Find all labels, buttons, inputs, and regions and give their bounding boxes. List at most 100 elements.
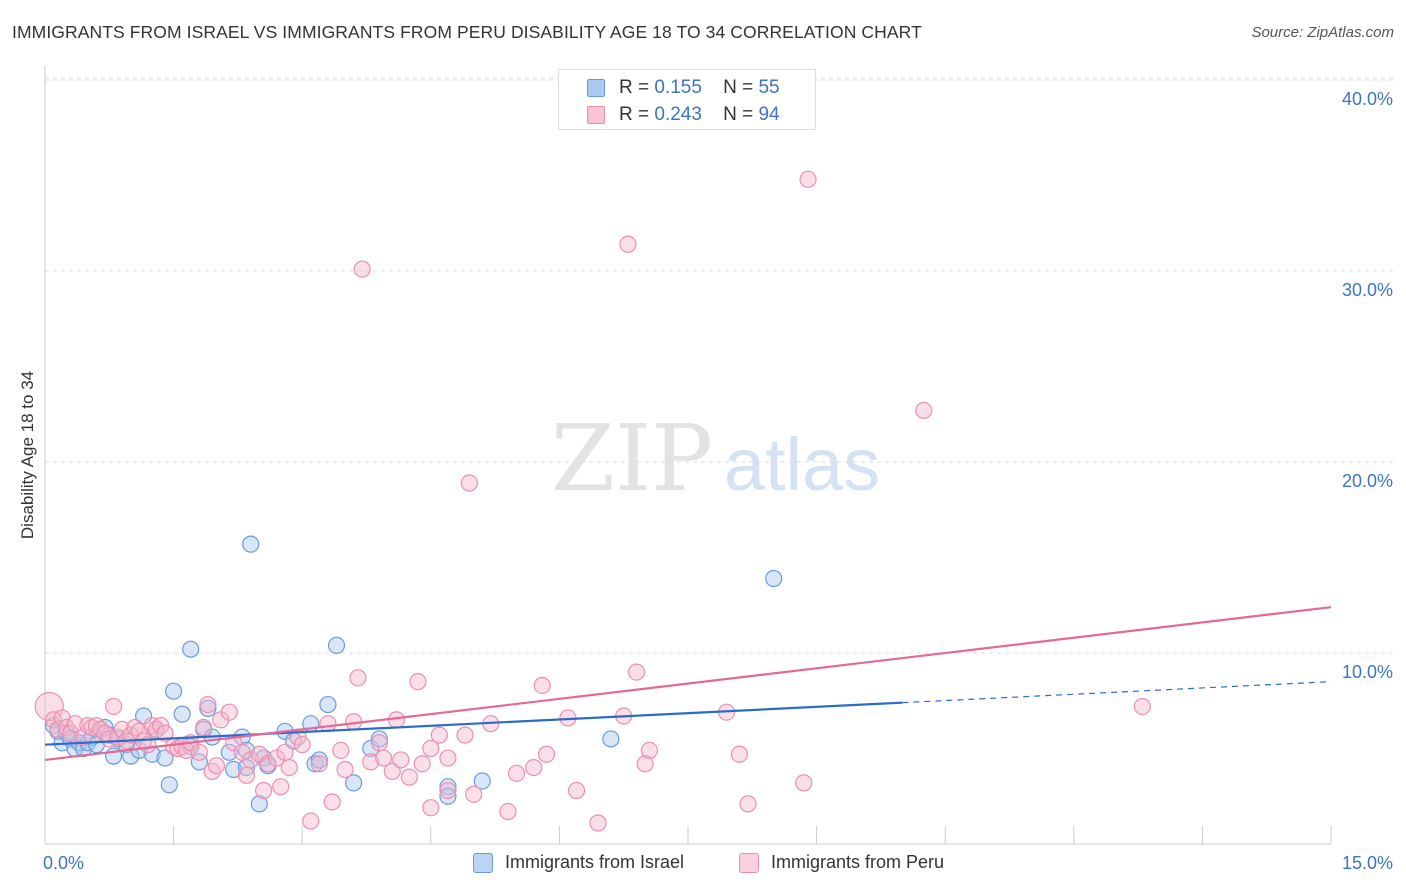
y-tick-label: 30.0% <box>1342 280 1393 300</box>
peru-point <box>730 745 749 763</box>
peru-n-label: N = <box>723 104 754 125</box>
peru-point <box>302 812 320 830</box>
peru-point <box>589 814 607 832</box>
peru-point <box>267 749 286 767</box>
israel-point <box>190 753 208 771</box>
peru-point <box>276 743 294 761</box>
legend-row-israel-text: R = 0.155 N = 55 <box>619 77 780 99</box>
israel-point <box>370 730 388 748</box>
peru-point <box>409 673 427 691</box>
peru-point <box>332 741 350 760</box>
peru-point <box>537 745 556 763</box>
peru-point <box>199 695 217 714</box>
peru-point <box>383 762 401 781</box>
chart-title: IMMIGRANTS FROM ISRAEL VS IMMIGRANTS FRO… <box>12 22 922 42</box>
peru-point <box>422 739 440 758</box>
peru-point <box>430 726 448 744</box>
peru-point <box>280 758 298 777</box>
peru-point <box>66 715 84 733</box>
peru-point <box>220 703 238 721</box>
y-tick-label: 20.0% <box>1342 471 1393 491</box>
peru-swatch <box>587 106 605 124</box>
peru-point <box>375 749 393 767</box>
israel-trend-extension <box>902 681 1332 704</box>
peru-point <box>400 768 418 786</box>
peru-point <box>460 474 478 492</box>
peru-point <box>413 755 431 773</box>
israel-point <box>242 535 260 553</box>
peru-point <box>336 760 354 779</box>
peru-point <box>619 235 637 253</box>
y-tick-label: 40.0% <box>1342 89 1393 109</box>
peru-r-label: R = <box>619 104 650 125</box>
watermark-atlas: atlas <box>724 423 880 506</box>
israel-n-label: N = <box>723 77 754 98</box>
peru-point <box>237 766 256 784</box>
peru-point <box>795 774 813 792</box>
peru-point <box>190 743 208 761</box>
israel-swatch <box>587 79 605 97</box>
peru-point <box>1133 697 1151 716</box>
israel-point <box>327 636 346 654</box>
peru-point <box>627 663 646 681</box>
peru-point <box>456 726 474 744</box>
israel-point <box>173 705 191 723</box>
israel-point <box>220 743 238 761</box>
peru-point <box>195 718 213 737</box>
chart-source: Source: ZipAtlas.com <box>1251 24 1394 41</box>
peru-point <box>739 795 757 813</box>
israel-point <box>156 749 174 767</box>
peru-point <box>525 758 543 777</box>
peru-point <box>439 781 457 800</box>
peru-point <box>62 724 80 742</box>
x-tick-label: 0.0% <box>43 853 84 873</box>
peru-point <box>499 802 517 821</box>
israel-r-label: R = <box>619 77 650 98</box>
israel-point <box>199 699 217 717</box>
israel-trend-line <box>44 701 903 746</box>
peru-point <box>34 691 64 722</box>
peru-point <box>915 401 933 420</box>
israel-point <box>439 787 457 805</box>
peru-r-value: 0.243 <box>654 104 702 125</box>
peru-point <box>362 753 380 771</box>
peru-point <box>272 778 290 796</box>
peru-point <box>293 736 311 754</box>
peru-point <box>640 741 659 760</box>
peru-point <box>242 751 260 769</box>
israel-point <box>160 776 178 794</box>
peru-point <box>465 785 483 803</box>
peru-point <box>156 724 174 742</box>
legend-israel-swatch <box>473 853 493 873</box>
peru-point <box>310 755 328 773</box>
israel-point <box>345 774 363 792</box>
israel-point <box>319 695 337 714</box>
legend-row-peru-text: R = 0.243 N = 94 <box>619 104 780 126</box>
peru-trend-line <box>44 606 1332 762</box>
peru-point <box>636 755 654 773</box>
peru-point <box>349 669 367 687</box>
israel-point <box>439 778 457 796</box>
israel-n-value: 55 <box>758 77 780 98</box>
legend-peru-label: Immigrants from Peru <box>771 852 945 872</box>
peru-point <box>250 745 268 763</box>
peru-point <box>567 781 586 800</box>
peru-point <box>319 715 337 733</box>
legend-peru-swatch <box>739 853 759 873</box>
peru-point <box>255 781 273 800</box>
peru-point <box>533 676 551 695</box>
israel-point <box>250 795 268 813</box>
x-tick-label: 15.0% <box>1342 853 1393 873</box>
peru-point <box>259 755 277 773</box>
israel-point <box>310 751 328 769</box>
peru-point <box>799 170 817 188</box>
israel-r-value: 0.155 <box>654 77 702 98</box>
peru-point <box>507 764 526 782</box>
peru-point <box>207 757 226 775</box>
peru-n-value: 94 <box>758 104 780 125</box>
peru-point <box>323 793 341 811</box>
peru-point <box>422 799 440 817</box>
peru-point <box>392 751 410 769</box>
israel-point <box>765 569 783 588</box>
